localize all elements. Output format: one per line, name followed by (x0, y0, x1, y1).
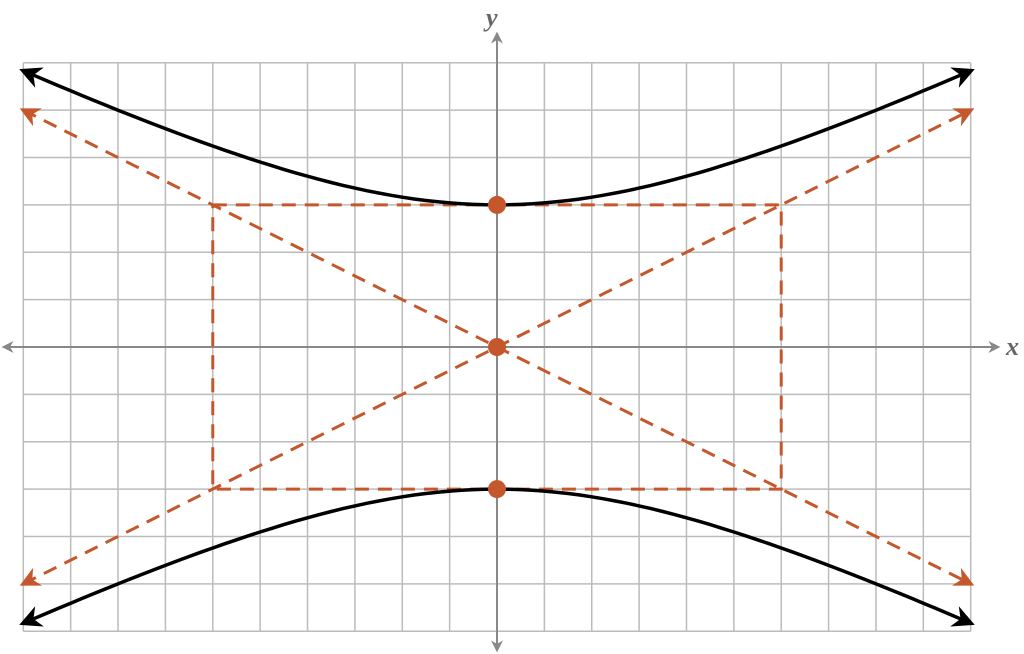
vertex-point (488, 480, 506, 499)
x-axis-label: x (1005, 332, 1019, 361)
y-axis-label: y (483, 3, 498, 32)
vertex-point (488, 195, 506, 214)
hyperbola-shapes (19, 67, 975, 627)
center-point (488, 338, 506, 356)
